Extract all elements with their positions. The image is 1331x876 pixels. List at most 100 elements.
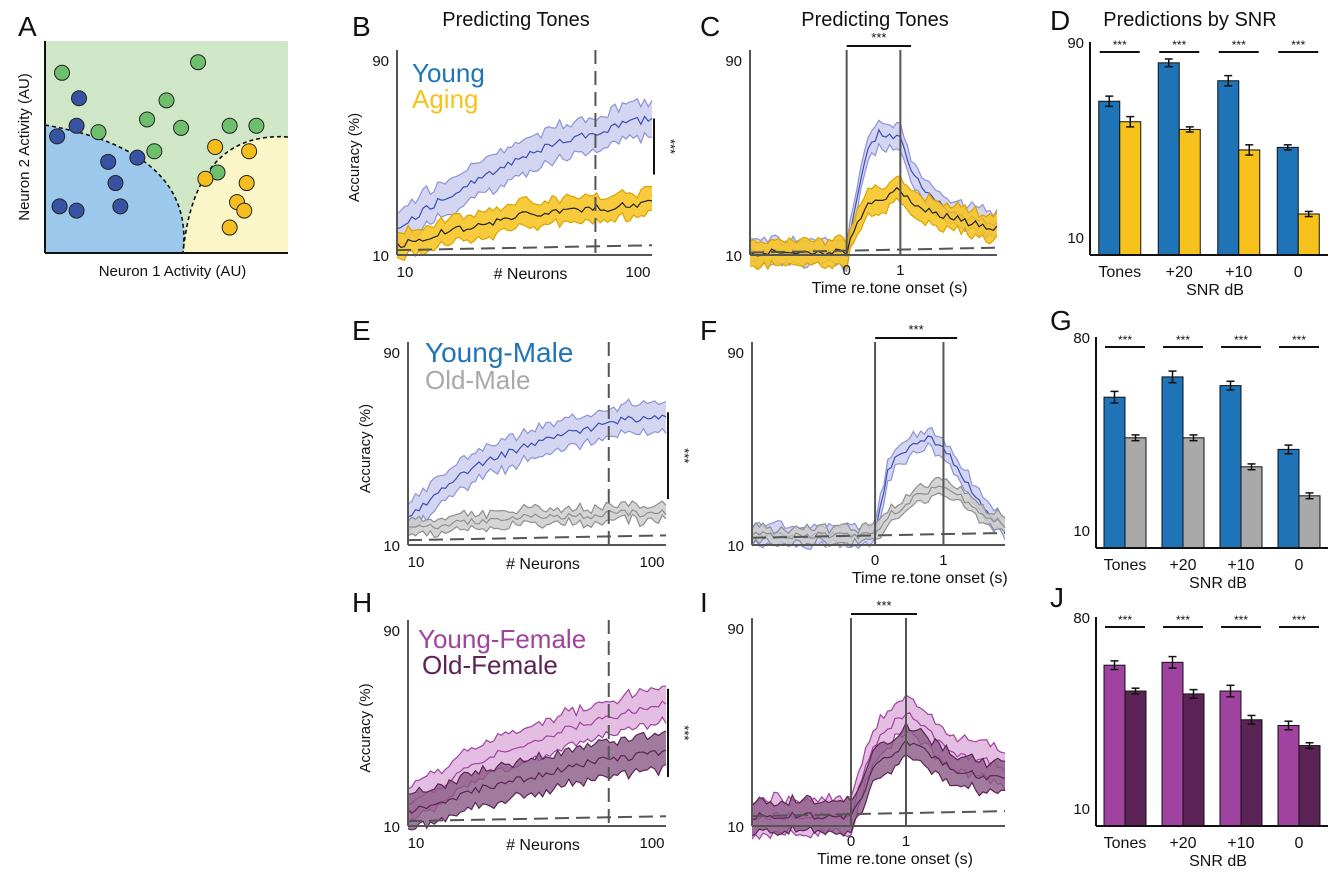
bar-old-male xyxy=(1240,466,1263,549)
series-lower-young-male xyxy=(407,427,667,534)
bar-aging xyxy=(1119,121,1142,256)
x-tick-label: Tones xyxy=(1104,835,1147,852)
significance-label: *** xyxy=(1291,38,1305,52)
legend-old-male: Old-Male xyxy=(425,365,530,395)
legend-young-male: Young-Male xyxy=(425,337,573,368)
series-upper-young xyxy=(396,97,653,215)
blue-point xyxy=(100,153,117,170)
x-tick-label: 1 xyxy=(902,833,910,850)
significance-label: *** xyxy=(677,725,692,740)
panel-letter-E: E xyxy=(352,315,371,346)
blue-point xyxy=(68,202,85,219)
x-axis-label: Neuron 1 Activity (AU) xyxy=(99,263,247,280)
bar-old-female xyxy=(1298,745,1321,827)
yellow-point xyxy=(238,175,255,192)
x-axis-label: SNR dB xyxy=(1186,282,1244,299)
bar-young xyxy=(1098,100,1121,256)
x-tick-label: 0 xyxy=(1295,835,1304,852)
panel-letter-A: A xyxy=(18,11,37,42)
series-line-aging xyxy=(749,186,998,257)
x-tick-label: +20 xyxy=(1169,557,1196,574)
x-axis-label: SNR dB xyxy=(1189,575,1247,592)
series-band-old-female xyxy=(752,722,1005,836)
x-axis-label: Time re.tone onset (s) xyxy=(852,570,1008,587)
yellow-point xyxy=(207,139,224,155)
legend-aging: Aging xyxy=(412,84,479,114)
panel-letter-J: J xyxy=(1050,582,1064,613)
bar-aging xyxy=(1178,128,1201,256)
y-tick-label: 80 xyxy=(1073,330,1090,347)
blue-point xyxy=(107,175,124,192)
series-lower-young xyxy=(396,131,653,249)
panel-letter-I: I xyxy=(700,587,708,618)
bar-old-male xyxy=(1298,495,1321,549)
significance-label: *** xyxy=(1292,613,1306,627)
x-tick-label: +10 xyxy=(1225,264,1252,281)
chance-line xyxy=(751,810,1006,818)
x-tick-label: Tones xyxy=(1104,557,1147,574)
x-tick-label: 0 xyxy=(842,262,850,279)
bar-young-female xyxy=(1277,725,1300,827)
y-tick-label: 10 xyxy=(372,248,389,265)
series-band-young xyxy=(397,98,652,248)
series-band-young-female xyxy=(408,686,666,824)
bar-young-male xyxy=(1103,396,1126,549)
significance-label: *** xyxy=(1172,38,1186,52)
title-D: Predictions by SNR xyxy=(1103,9,1276,31)
panel-letter-D: D xyxy=(1050,5,1070,36)
series-line-aging xyxy=(396,199,653,248)
chance-line xyxy=(751,531,1006,539)
significance-label: *** xyxy=(1118,333,1132,347)
series-line-old-male xyxy=(407,509,667,530)
x-tick-label: Tones xyxy=(1098,264,1141,281)
bar-old-female xyxy=(1124,690,1147,827)
series-lower-old-female xyxy=(751,753,1006,837)
blue-point xyxy=(49,128,66,145)
y-tick-label: 90 xyxy=(1067,35,1084,52)
bar-young xyxy=(1276,146,1299,256)
bar-aging xyxy=(1297,213,1320,256)
significance-label: *** xyxy=(677,448,692,463)
bar-young-female xyxy=(1103,664,1126,827)
x-tick-label: 100 xyxy=(625,264,650,281)
green-point xyxy=(248,117,265,134)
x-tick-label: 0 xyxy=(1295,557,1304,574)
x-tick-label: +10 xyxy=(1227,557,1254,574)
series-upper-young-female xyxy=(407,685,667,790)
x-tick-label: 0 xyxy=(871,552,879,569)
legend-young: Young xyxy=(412,58,485,88)
blue-point xyxy=(68,117,85,134)
bar-old-male xyxy=(1124,437,1147,549)
y-tick-label: 10 xyxy=(383,538,400,555)
bar-young-male xyxy=(1277,448,1300,549)
decision-boundary xyxy=(182,135,289,254)
x-tick-label: 1 xyxy=(896,262,904,279)
y-axis-label: Accuracy (%) xyxy=(346,113,363,202)
panel-letter-H: H xyxy=(352,587,372,618)
significance-label: *** xyxy=(1176,333,1190,347)
bar-young-male xyxy=(1161,376,1184,549)
green-point xyxy=(54,64,71,81)
significance-label: *** xyxy=(663,139,678,154)
series-lower-old-male xyxy=(407,513,667,538)
y-tick-label: 10 xyxy=(1073,801,1090,818)
yellow-point xyxy=(221,219,238,236)
series-upper-old-male xyxy=(751,476,1006,535)
blue-point xyxy=(129,149,146,166)
bar-young-female xyxy=(1161,661,1184,827)
y-tick-label: 80 xyxy=(1073,610,1090,627)
significance-label: *** xyxy=(1234,613,1248,627)
x-tick-label: +10 xyxy=(1227,835,1254,852)
y-tick-label: 90 xyxy=(727,621,744,638)
bar-young-male xyxy=(1219,385,1242,549)
blue-point xyxy=(112,198,129,215)
series-lower-aging xyxy=(396,209,653,262)
blue-point xyxy=(71,90,88,107)
x-tick-label: 1 xyxy=(939,552,947,569)
series-upper-old-male xyxy=(407,500,667,523)
series-upper-old-female xyxy=(407,730,667,795)
bar-old-male xyxy=(1182,437,1205,549)
series-upper-young-male xyxy=(407,398,667,505)
y-tick-label: 10 xyxy=(727,538,744,555)
chance-line xyxy=(407,815,667,823)
